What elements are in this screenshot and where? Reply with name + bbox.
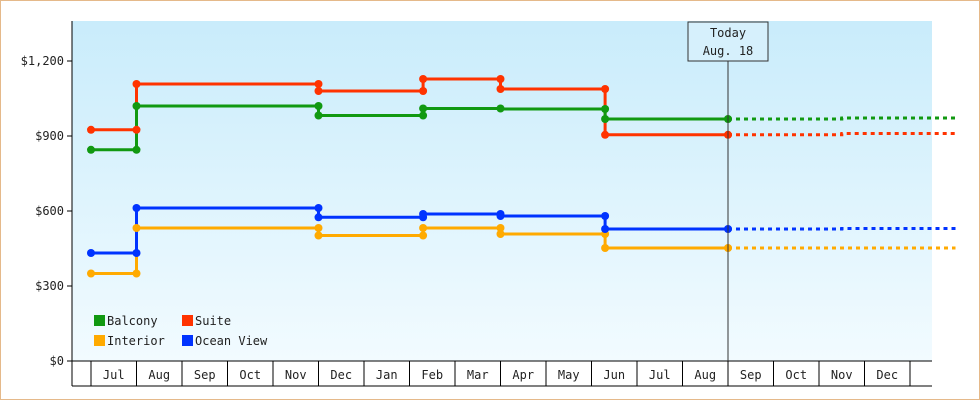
- data-point-ocean-view-2: [132, 204, 141, 212]
- legend-swatch-ocean-view: [182, 335, 193, 346]
- x-tick-label: Sep: [740, 368, 762, 382]
- data-point-ocean-view-4: [314, 213, 323, 222]
- x-tick-label: Mar: [467, 368, 489, 382]
- forecast-line-balcony: [728, 116, 956, 121]
- data-point-balcony-7: [496, 104, 505, 113]
- x-tick-label: Dec: [330, 368, 352, 382]
- data-point-suite-8: [496, 85, 505, 93]
- data-point-interior-6: [419, 224, 428, 232]
- series-line-suite: [91, 77, 728, 137]
- data-point-balcony-3: [314, 102, 323, 110]
- legend-swatch-balcony: [94, 315, 105, 326]
- legend-label-suite: Suite: [195, 314, 231, 328]
- y-tick-label: $600: [35, 204, 64, 218]
- legend-label-ocean-view: Ocean View: [195, 334, 268, 348]
- today-box: [687, 21, 769, 62]
- data-point-interior-7: [496, 224, 505, 232]
- data-point-balcony-1: [132, 145, 141, 154]
- y-tick-label: $1,200: [21, 54, 64, 68]
- data-point-balcony-4: [314, 111, 323, 120]
- data-point-interior-4: [314, 231, 323, 240]
- data-point-suite-2: [132, 80, 141, 88]
- today-marker: Today Aug. 18: [687, 21, 769, 361]
- forecast-line-suite: [728, 132, 956, 137]
- x-tick-label: Apr: [512, 368, 534, 382]
- legend-label-interior: Interior: [107, 334, 165, 348]
- data-point-ocean-view-0: [87, 249, 95, 257]
- data-point-suite-6: [419, 75, 428, 83]
- plot-background: [72, 21, 932, 361]
- data-point-balcony-0: [87, 145, 95, 154]
- x-tick-label: Jul: [649, 368, 671, 382]
- data-point-balcony-9: [601, 115, 610, 123]
- data-point-suite-5: [419, 87, 428, 95]
- data-point-suite-7: [496, 75, 505, 83]
- x-tick-label: Aug: [148, 368, 170, 382]
- data-point-suite-10: [601, 130, 610, 139]
- x-tick-label: Sep: [194, 368, 216, 382]
- data-point-ocean-view-3: [314, 204, 323, 212]
- x-tick-label: Jul: [103, 368, 125, 382]
- legend-swatch-interior: [94, 335, 105, 346]
- data-point-interior-0: [87, 269, 95, 278]
- data-point-balcony-2: [132, 102, 141, 110]
- series-markers: [87, 75, 732, 278]
- data-point-ocean-view-8: [496, 212, 505, 220]
- data-point-ocean-view-9: [601, 212, 610, 220]
- data-point-interior-10: [601, 244, 610, 252]
- data-point-interior-5: [419, 231, 428, 240]
- axes: $0 $300 $600 $900 $1,200 Jul Aug Sep Oct Nov Dec Ja…: [21, 21, 932, 387]
- x-tick-label: Oct: [785, 368, 807, 382]
- x-tick-label: Oct: [239, 368, 261, 382]
- data-point-interior-1: [132, 269, 141, 278]
- data-point-suite-1: [132, 125, 141, 134]
- data-point-balcony-6: [419, 104, 428, 113]
- x-tick-label: Jan: [376, 368, 398, 382]
- y-tick-label: $900: [35, 129, 64, 143]
- today-label: Today: [710, 26, 746, 40]
- data-point-ocean-view-1: [132, 249, 141, 257]
- today-date-label: Aug. 18: [703, 44, 754, 58]
- x-tick-label: May: [558, 368, 580, 382]
- data-point-interior-3: [314, 224, 323, 232]
- data-point-interior-8: [496, 230, 505, 238]
- x-tick-label: Nov: [285, 368, 307, 382]
- data-point-interior-2: [132, 224, 141, 232]
- data-point-suite-4: [314, 87, 323, 95]
- x-tick-label: Aug: [694, 368, 716, 382]
- forecast-lines: [728, 116, 956, 250]
- data-point-balcony-5: [419, 111, 428, 120]
- x-tick-label: Nov: [831, 368, 853, 382]
- data-point-balcony-8: [601, 105, 610, 113]
- y-tick-label: $0: [50, 354, 64, 368]
- forecast-line-ocean-view: [728, 227, 956, 231]
- legend-label-balcony: Balcony: [107, 314, 158, 328]
- data-point-suite-0: [87, 125, 95, 134]
- data-point-ocean-view-6: [419, 210, 428, 218]
- x-tick-label: Dec: [876, 368, 898, 382]
- data-point-suite-3: [314, 80, 323, 88]
- data-point-ocean-view-10: [601, 225, 610, 233]
- legend-swatch-suite: [182, 315, 193, 326]
- x-tick-label: Feb: [421, 368, 443, 382]
- legend: Balcony Suite Interior Ocean View: [94, 314, 268, 348]
- data-point-suite-9: [601, 85, 610, 93]
- y-tick-label: $300: [35, 279, 64, 293]
- x-tick-label: Jun: [603, 368, 625, 382]
